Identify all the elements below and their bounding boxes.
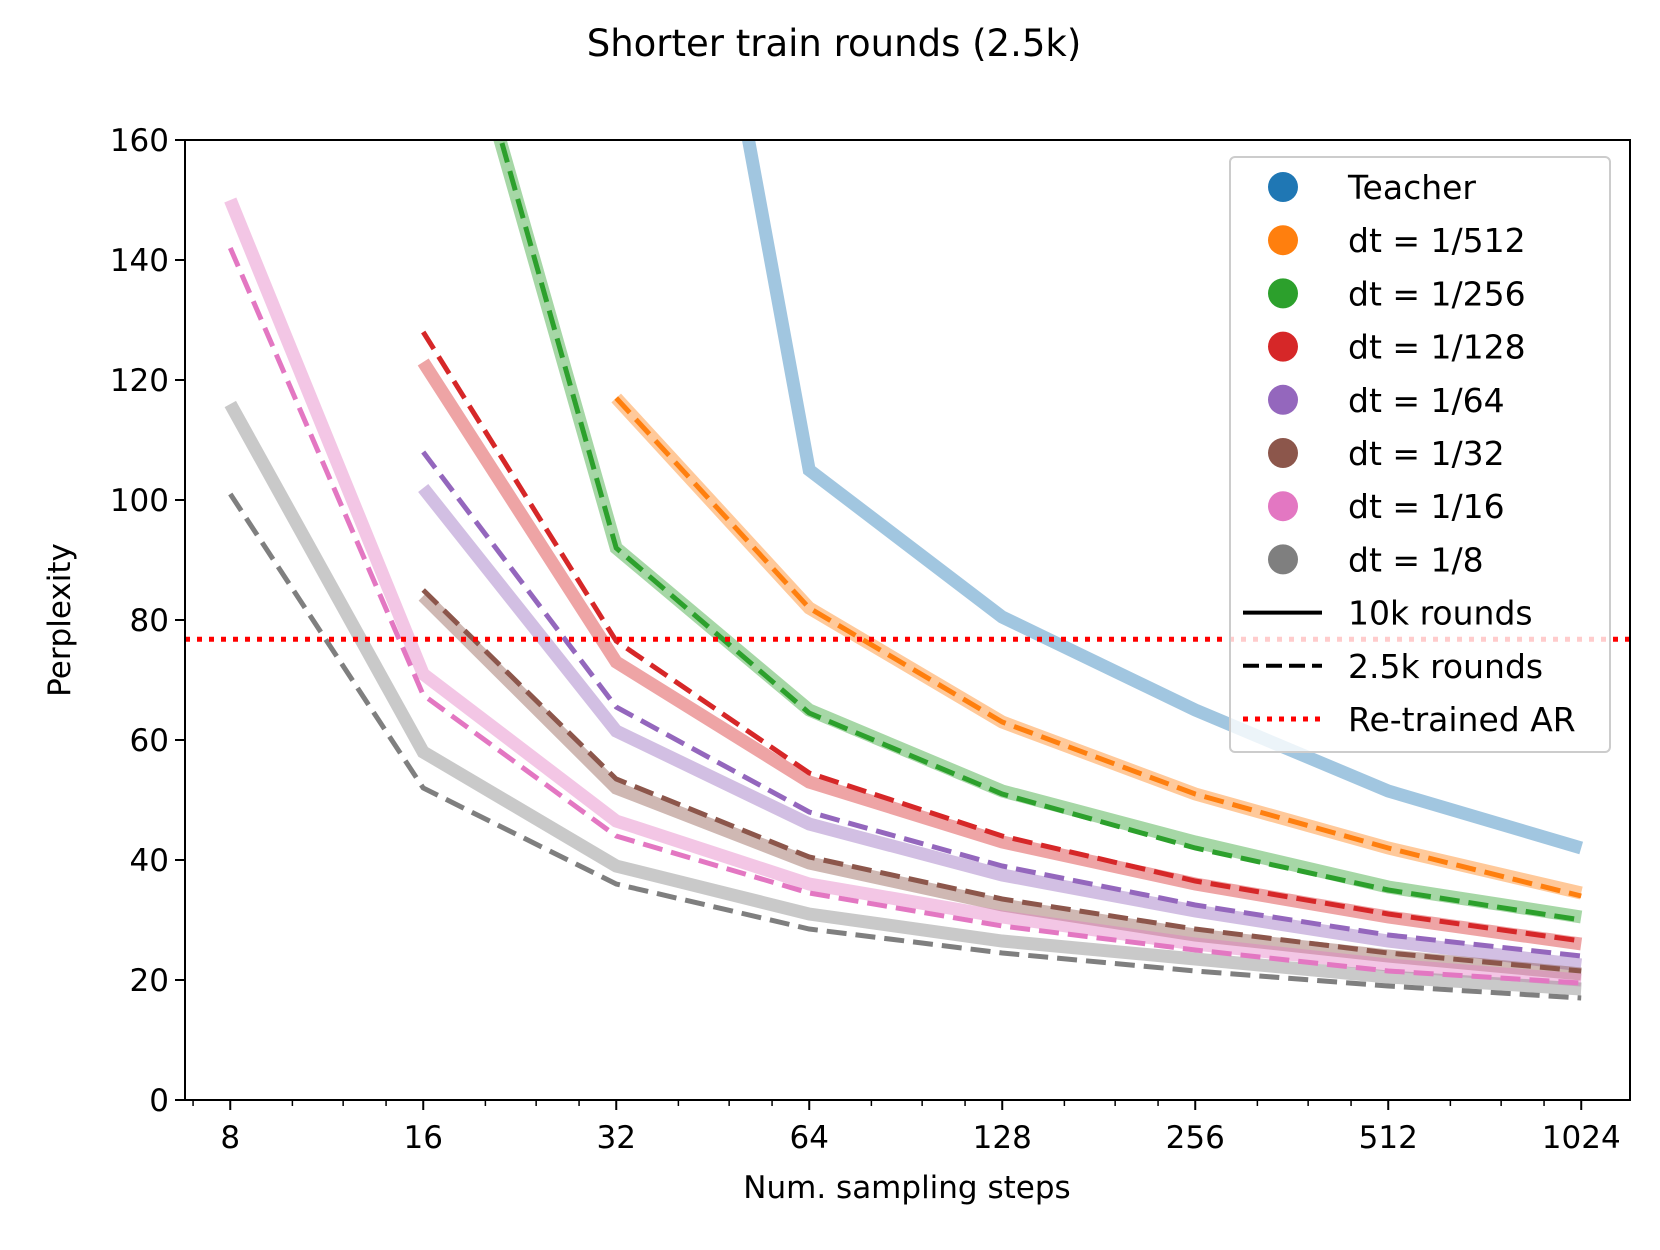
legend-marker-dt-1-128	[1268, 331, 1298, 362]
x-tick-label: 16	[404, 1120, 443, 1156]
x-tick-label: 64	[790, 1120, 829, 1156]
y-axis-label: Perplexity	[42, 543, 78, 697]
y-tick-label: 40	[130, 843, 169, 879]
legend: Teacher dt = 1/512 dt = 1/256 dt = 1/128 dt …	[1229, 156, 1611, 753]
series-line-dashed-dt-1-64	[421, 450, 1582, 959]
series-line-dashed-dt-1-32	[421, 588, 1582, 974]
y-tick-label: 80	[130, 603, 169, 639]
legend-marker-dt-1-64	[1268, 384, 1298, 415]
series-line-dashed-dt-1-512	[614, 396, 1582, 899]
series-line-solid-dt-1-64	[418, 483, 1583, 972]
legend-label: dt = 1/64	[1348, 381, 1505, 420]
series-line-dashed-dt-1-256	[498, 140, 1582, 923]
plot-lines	[185, 140, 1630, 1001]
legend-marker-dt-1-32	[1268, 438, 1298, 468]
y-tick-label: 20	[130, 963, 169, 999]
series-line-dashed-dt-1-16	[228, 247, 1582, 986]
series-line-dashed-dt-1-128	[421, 330, 1582, 944]
series-line-dashed-dt-1-8	[228, 492, 1582, 1001]
y-tick-label: 0	[149, 1083, 169, 1119]
legend-marker-dt-1-512	[1268, 225, 1298, 256]
legend-label: Teacher	[1347, 168, 1476, 207]
y-tick-label: 120	[110, 363, 169, 399]
legend-marker-dt-1-256	[1268, 278, 1298, 309]
legend-marker-dt-1-8	[1268, 544, 1298, 575]
series-line-solid-dt-1-8	[224, 400, 1582, 996]
series-line-solid-teacher	[741, 140, 1584, 855]
legend-label: dt = 1/512	[1348, 221, 1526, 260]
y-tick-label: 60	[130, 723, 169, 759]
legend-label: dt = 1/32	[1348, 434, 1505, 473]
legend-box	[1229, 156, 1611, 753]
x-tick-label: 32	[597, 1120, 636, 1156]
legend-label: Re-trained AR	[1348, 700, 1576, 739]
series-line-solid-dt-1-32	[418, 591, 1582, 981]
legend-label: 2.5k rounds	[1348, 647, 1543, 686]
x-tick-label: 1024	[1542, 1120, 1621, 1156]
legend-label: dt = 1/256	[1348, 274, 1526, 313]
legend-label: dt = 1/16	[1348, 487, 1505, 526]
axes: 0 20 40 60 80 100 120 140 160 8 16 32 64 128 256 512 102…	[110, 123, 1631, 1156]
x-tick-label: 128	[973, 1120, 1032, 1156]
legend-marker-dt-1-16	[1268, 491, 1298, 522]
series-line-solid-dt-1-128	[417, 358, 1583, 951]
x-tick-label: 8	[220, 1120, 240, 1156]
y-tick-label: 140	[110, 243, 169, 279]
legend-marker-teacher	[1268, 172, 1298, 202]
x-tick-label: 256	[1166, 1120, 1225, 1156]
chart-title: Shorter train rounds (2.5k)	[587, 22, 1082, 65]
legend-label: dt = 1/8	[1348, 540, 1484, 579]
legend-label: dt = 1/128	[1348, 328, 1526, 367]
y-tick-label: 100	[110, 483, 169, 519]
series-line-solid-dt-1-16	[224, 197, 1582, 987]
x-tick-label: 512	[1359, 1120, 1418, 1156]
legend-label: 10k rounds	[1348, 594, 1533, 633]
x-axis-label: Num. sampling steps	[743, 1170, 1070, 1206]
y-tick-label: 160	[110, 123, 169, 159]
